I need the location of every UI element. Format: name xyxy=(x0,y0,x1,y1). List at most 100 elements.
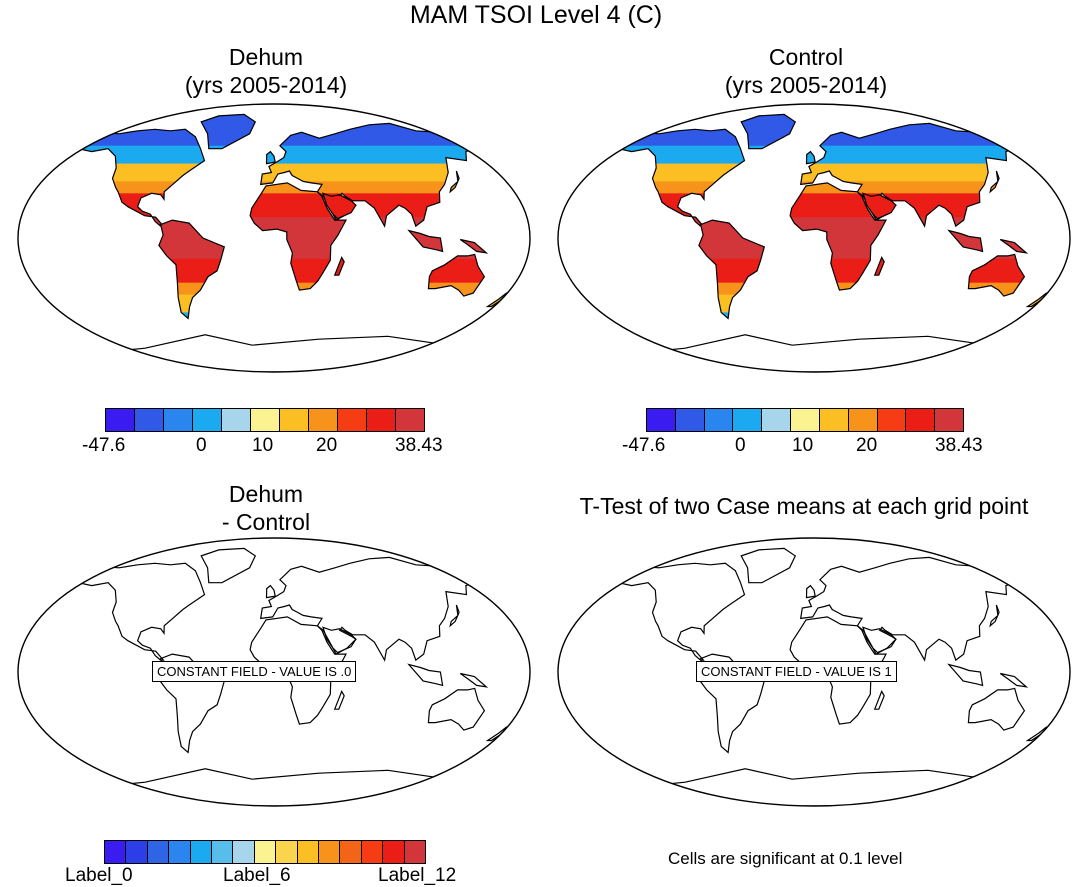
colorbar-control-label: 0 xyxy=(735,435,746,456)
colorbar-swatch xyxy=(190,841,213,863)
coastline-northamerica xyxy=(617,128,746,227)
coastline-antarctica xyxy=(85,334,463,372)
colorbar-dehum-label: 10 xyxy=(252,435,274,456)
colorbar-swatch xyxy=(193,409,222,431)
coastline-uk xyxy=(265,150,276,165)
coastline-madagascar xyxy=(333,256,345,276)
coastline-greenland xyxy=(200,547,257,584)
coastline-madagascar xyxy=(333,690,345,710)
coastline-arabia xyxy=(322,192,357,220)
colorbar-swatch xyxy=(276,841,298,863)
colorbar-swatch xyxy=(935,409,963,431)
colorbar-swatch xyxy=(704,409,734,431)
map-border xyxy=(17,103,531,373)
panel-title-ttest: T-Test of two Case means at each grid po… xyxy=(579,493,1029,519)
coastline-antarctica xyxy=(85,768,463,806)
colorbar-swatch xyxy=(877,409,907,431)
map-border xyxy=(557,537,1071,807)
colorbar-swatch xyxy=(222,409,251,431)
colorbar-swatch xyxy=(319,841,341,863)
colorbar-swatch xyxy=(254,841,277,863)
coastline-eurasia xyxy=(259,556,480,662)
coastline-japan xyxy=(989,170,1000,194)
constant-field-message-difference: CONSTANT FIELD - VALUE IS .0 xyxy=(152,661,357,682)
colorbar-difference xyxy=(104,840,426,864)
colorbar-swatch xyxy=(340,841,362,863)
coastline-australia xyxy=(967,687,1026,731)
colorbar-swatch xyxy=(404,841,426,863)
panel-title-dehum: Dehum xyxy=(228,44,304,70)
colorbar-control-label: -47.6 xyxy=(622,435,666,456)
panel-subtitle-control-years: (yrs 2005-2014) xyxy=(724,72,888,98)
colorbar-difference-label: Label_6 xyxy=(223,865,291,886)
coastline-newguinea xyxy=(999,672,1029,688)
colorbar-swatch xyxy=(383,841,405,863)
colorbar-swatch xyxy=(906,409,936,431)
figure-title: MAM TSOI Level 4 (C) xyxy=(409,1,663,29)
coastline-eurasia xyxy=(799,122,1020,228)
panel-title-control: Control xyxy=(768,44,844,70)
coastline-newguinea xyxy=(459,238,489,254)
colorbar-swatch xyxy=(169,841,191,863)
coastline-newguinea xyxy=(999,238,1029,254)
coastline-greenland xyxy=(740,113,797,150)
significance-note: Cells are significant at 0.1 level xyxy=(668,849,903,868)
colorbar-swatch xyxy=(106,409,135,431)
colorbar-swatch xyxy=(848,409,878,431)
colorbar-control xyxy=(646,408,964,432)
coastline-uk xyxy=(265,584,276,599)
colorbar-swatch xyxy=(212,841,234,863)
coastline-southamerica xyxy=(698,219,766,320)
colorbar-difference-label: Label_0 xyxy=(65,865,133,886)
coastline-australia xyxy=(967,253,1026,297)
coastline-africa xyxy=(789,182,888,291)
colorbar-swatch xyxy=(251,409,280,431)
colorbar-swatch xyxy=(819,409,849,431)
coastline-uk xyxy=(805,150,816,165)
coastline-northamerica xyxy=(617,562,746,661)
coastline-arabia xyxy=(862,192,897,220)
coastline-madagascar xyxy=(873,256,885,276)
coastline-northamerica xyxy=(77,562,206,661)
coastline-greenland xyxy=(200,113,257,150)
colorbar-swatch xyxy=(733,409,763,431)
panel-subtitle-difference: - Control xyxy=(221,509,311,535)
coastline-australia xyxy=(427,687,486,731)
colorbar-control-label: 10 xyxy=(792,435,814,456)
coastline-indonesia xyxy=(407,229,444,253)
map-dehum xyxy=(17,103,531,373)
coastline-eurasia xyxy=(259,122,480,228)
colorbar-swatch xyxy=(233,841,255,863)
coastline-antarctica xyxy=(625,334,1003,372)
colorbar-dehum xyxy=(105,408,425,432)
coastline-indonesia xyxy=(407,663,444,687)
colorbar-dehum-label: -47.6 xyxy=(82,435,126,456)
colorbar-control-label: 38.43 xyxy=(935,435,983,456)
colorbar-swatch xyxy=(105,841,127,863)
colorbar-swatch xyxy=(647,409,676,431)
colorbar-swatch xyxy=(791,409,820,431)
colorbar-swatch xyxy=(675,409,705,431)
panel-subtitle-dehum-years: (yrs 2005-2014) xyxy=(184,72,348,98)
colorbar-swatch xyxy=(164,409,193,431)
coastline-indonesia xyxy=(947,663,984,687)
colorbar-swatch xyxy=(309,409,338,431)
map-control xyxy=(557,103,1071,373)
colorbar-swatch xyxy=(361,841,384,863)
panel-title-difference: Dehum xyxy=(228,481,304,507)
map-border xyxy=(17,537,531,807)
coastline-australia xyxy=(427,253,486,297)
coastline-madagascar xyxy=(873,690,885,710)
coastline-japan xyxy=(989,604,1000,628)
colorbar-swatch xyxy=(367,409,396,431)
coastline-uk xyxy=(805,584,816,599)
colorbar-dehum-label: 0 xyxy=(196,435,207,456)
coastline-southamerica xyxy=(158,219,226,320)
coastline-antarctica xyxy=(625,768,1003,806)
colorbar-swatch xyxy=(338,409,367,431)
coastline-newguinea xyxy=(459,672,489,688)
colorbar-dehum-label: 20 xyxy=(316,435,338,456)
coastline-japan xyxy=(449,604,460,628)
coastline-greenland xyxy=(740,547,797,584)
colorbar-swatch xyxy=(762,409,792,431)
